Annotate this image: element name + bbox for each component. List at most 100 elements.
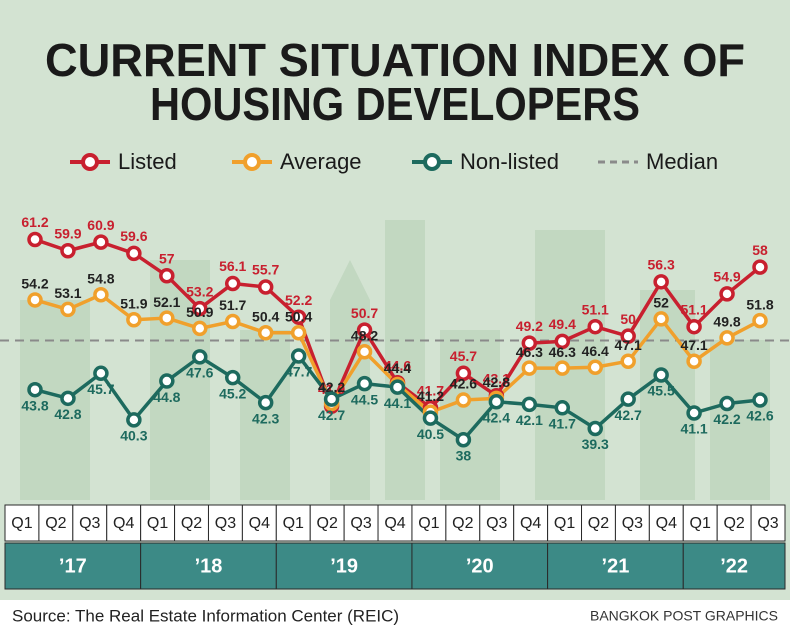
data-point <box>620 353 636 369</box>
data-point <box>192 300 208 317</box>
data-label: 39.3 <box>582 436 609 452</box>
data-point <box>159 310 175 326</box>
data-label: 50.4 <box>252 308 279 324</box>
data-label: 41.7 <box>417 383 444 399</box>
data-label: 52.1 <box>153 294 180 310</box>
legend-label: Listed <box>118 149 177 174</box>
quarter-cell <box>241 504 277 542</box>
data-point <box>257 279 274 295</box>
year-label: ’22 <box>720 555 748 577</box>
x-tick-label: Q2 <box>588 515 609 532</box>
data-label: 38 <box>456 447 472 463</box>
quarter-cell <box>106 504 142 542</box>
data-label: 54.2 <box>21 276 48 292</box>
data-label: 42.2 <box>713 411 740 427</box>
data-point <box>521 396 538 413</box>
x-tick-label: Q1 <box>690 515 711 532</box>
quarter-cell <box>479 504 515 542</box>
quarter-cell <box>411 504 447 542</box>
x-tick-label: Q1 <box>11 515 32 532</box>
data-point <box>126 312 142 328</box>
data-label: 42.6 <box>450 376 477 392</box>
data-point <box>521 360 538 376</box>
data-label: 40.5 <box>417 426 444 442</box>
data-point <box>455 365 472 382</box>
data-label: 46.3 <box>549 344 576 360</box>
x-tick-label: Q2 <box>181 515 202 532</box>
data-point <box>93 287 109 303</box>
quarter-cell <box>275 504 311 542</box>
data-label: 40.3 <box>120 428 147 444</box>
data-point <box>224 275 241 292</box>
data-point <box>356 322 373 338</box>
data-point <box>587 420 603 437</box>
data-point <box>587 359 603 376</box>
quarter-cell <box>716 504 752 542</box>
data-label: 53.1 <box>54 285 81 301</box>
quarter-cell <box>174 504 209 542</box>
data-label: 51.8 <box>746 296 773 312</box>
year-label: ’21 <box>602 555 630 577</box>
data-label: 42.1 <box>516 412 543 428</box>
data-label: 45.2 <box>219 385 246 401</box>
data-label: 42.6 <box>746 408 773 424</box>
data-label: 47.1 <box>615 337 642 353</box>
data-label: 53.2 <box>186 283 213 299</box>
data-label: 43.8 <box>21 397 48 413</box>
data-label: 45.7 <box>450 348 477 364</box>
data-point <box>554 400 571 416</box>
data-label: 59.9 <box>54 225 81 241</box>
data-label: 50.7 <box>351 305 378 321</box>
data-point <box>554 360 571 376</box>
data-point <box>620 391 636 407</box>
year-cell <box>547 542 684 590</box>
quarter-cell <box>343 504 379 542</box>
data-label: 41.2 <box>417 388 444 404</box>
data-label: 48.2 <box>351 327 378 343</box>
year-label: ’18 <box>195 555 223 577</box>
data-label: 56.3 <box>648 257 675 273</box>
data-point <box>60 390 76 407</box>
data-point <box>653 311 669 327</box>
data-label: 44.1 <box>384 395 411 411</box>
quarter-cell <box>750 504 786 542</box>
data-label: 41.7 <box>549 416 576 432</box>
quarter-cell <box>614 504 650 542</box>
data-label: 61.2 <box>21 214 48 230</box>
data-label: 41.1 <box>680 421 707 437</box>
x-tick-label: Q1 <box>418 515 439 532</box>
data-label: 51.9 <box>120 295 147 311</box>
quarter-cell <box>140 504 176 542</box>
x-tick-label: Q3 <box>79 515 100 532</box>
year-label: ’20 <box>466 555 494 577</box>
data-point <box>686 318 702 335</box>
data-label: 54.9 <box>713 269 740 285</box>
data-point <box>290 309 307 325</box>
data-point <box>620 328 636 344</box>
data-point <box>224 369 241 386</box>
x-tick-label: Q4 <box>249 515 270 532</box>
footer-band <box>0 600 790 635</box>
data-label: 54.8 <box>87 270 114 286</box>
data-point <box>686 353 702 369</box>
data-point <box>192 320 208 337</box>
data-point <box>686 405 702 421</box>
data-label: 45.5 <box>648 383 675 399</box>
data-point <box>719 330 735 346</box>
data-point <box>323 391 340 407</box>
data-point <box>554 333 571 350</box>
x-tick-label: Q1 <box>147 515 168 532</box>
data-label: 41.9 <box>318 381 345 397</box>
quarter-cell <box>72 504 108 542</box>
year-cell <box>411 542 549 590</box>
x-tick-label: Q4 <box>113 515 134 532</box>
year-cell <box>682 542 786 590</box>
data-label: 47.7 <box>285 364 312 380</box>
x-tick-label: Q3 <box>486 515 507 532</box>
year-cell <box>4 542 142 590</box>
data-label: 52.2 <box>285 292 312 308</box>
quarter-cell <box>547 504 583 542</box>
data-point <box>653 367 669 383</box>
data-point <box>356 375 373 392</box>
data-label: 60.9 <box>87 217 114 233</box>
